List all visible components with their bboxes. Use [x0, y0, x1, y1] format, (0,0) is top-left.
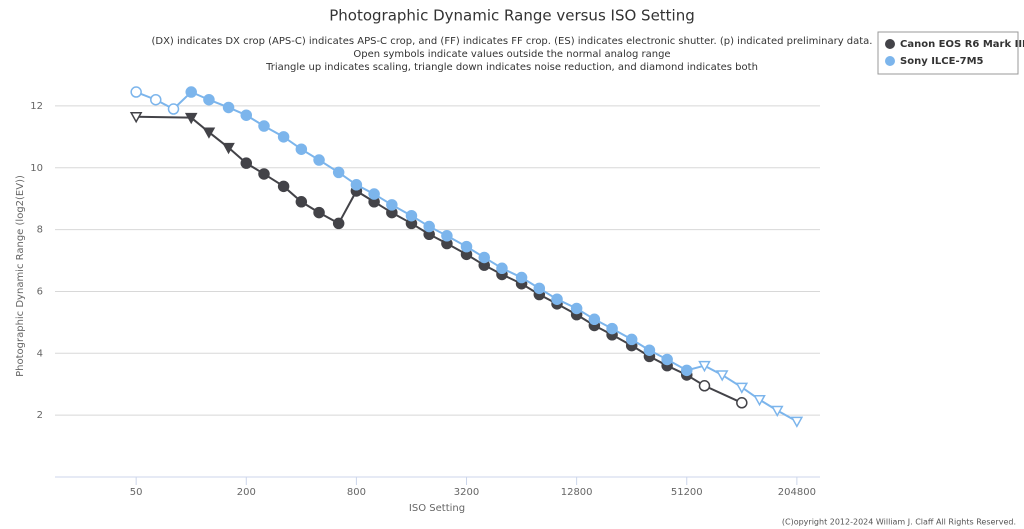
data-point [735, 382, 749, 394]
data-point [570, 302, 583, 315]
data-point [368, 188, 380, 200]
data-point [313, 206, 325, 219]
data-point [185, 86, 197, 98]
data-point [295, 143, 308, 155]
data-point [478, 251, 490, 264]
legend-symbol[interactable] [885, 56, 895, 66]
data-point [588, 313, 601, 326]
data-point [167, 103, 180, 115]
y-tick-label: 4 [37, 348, 43, 359]
data-point [441, 230, 453, 242]
data-point [222, 142, 235, 155]
data-point [715, 370, 729, 382]
x-tick-label: 50 [130, 487, 143, 498]
data-point [129, 111, 143, 124]
data-point [258, 168, 270, 180]
data-point [736, 397, 748, 409]
subtitle: (DX) indicates DX crop (APS-C) indicates… [151, 36, 872, 47]
data-point [240, 157, 253, 169]
data-point [130, 86, 142, 98]
data-point [753, 394, 766, 407]
legend-label[interactable]: Canon EOS R6 Mark III [900, 39, 1024, 50]
data-point [770, 405, 784, 418]
data-point [150, 93, 162, 106]
data-point [184, 112, 198, 125]
data-point [295, 196, 308, 208]
y-tick-label: 8 [37, 225, 43, 236]
data-point [533, 282, 546, 295]
data-point [460, 240, 473, 253]
data-point [222, 101, 235, 114]
data-point [277, 180, 290, 193]
data-point [258, 120, 270, 132]
subtitle: Triangle up indicates scaling, triangle … [265, 62, 758, 73]
data-point [606, 322, 618, 335]
x-axis-title: ISO Setting [409, 503, 465, 514]
legend-symbol[interactable] [885, 39, 895, 49]
x-tick-label: 800 [347, 487, 366, 498]
x-tick-label: 12800 [561, 487, 593, 498]
legend-box [877, 31, 1019, 75]
x-tick-label: 200 [237, 487, 256, 498]
data-point [625, 333, 638, 346]
y-tick-label: 12 [30, 101, 43, 112]
data-point [350, 179, 363, 191]
data-point [698, 380, 711, 392]
data-point [203, 93, 215, 106]
y-axis-title: Photographic Dynamic Range (log2(EV)) [15, 175, 26, 377]
data-point [643, 344, 656, 356]
data-point [551, 293, 563, 305]
data-point [496, 262, 508, 275]
x-tick-label: 3200 [454, 487, 479, 498]
data-point [332, 217, 345, 230]
data-point [202, 127, 216, 139]
data-point [386, 199, 398, 211]
subtitle: Open symbols indicate values outside the… [353, 49, 670, 60]
x-tick-label: 51200 [671, 487, 703, 498]
data-point [313, 154, 325, 166]
data-point [515, 271, 528, 284]
data-point [681, 364, 693, 377]
y-tick-label: 10 [30, 163, 43, 174]
chart-title: Photographic Dynamic Range versus ISO Se… [329, 7, 695, 25]
x-tick-label: 204800 [778, 487, 816, 498]
data-point [277, 131, 290, 143]
y-tick-label: 2 [37, 410, 43, 421]
data-point [332, 166, 345, 179]
data-point [661, 353, 673, 366]
y-tick-label: 6 [37, 286, 43, 297]
legend-label[interactable]: Sony ILCE-7M5 [900, 56, 984, 67]
data-point [698, 360, 711, 373]
copyright: (C)opyright 2012-2024 William J. Claff A… [782, 518, 1016, 527]
data-point [423, 220, 435, 233]
data-point [240, 109, 253, 121]
data-point [790, 416, 804, 428]
data-point [405, 209, 418, 222]
